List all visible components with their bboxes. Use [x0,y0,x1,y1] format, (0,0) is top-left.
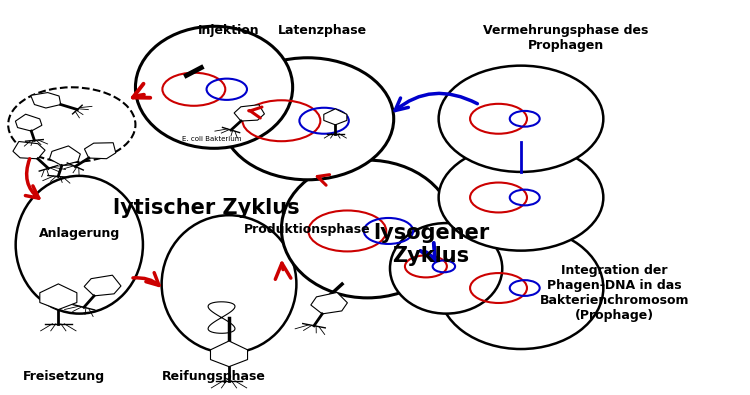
Polygon shape [234,105,265,121]
Ellipse shape [439,144,603,251]
Text: Injektion: Injektion [198,24,260,37]
Ellipse shape [162,215,296,353]
Polygon shape [50,146,80,166]
FancyArrowPatch shape [275,263,291,279]
Polygon shape [84,275,121,296]
FancyArrowPatch shape [133,84,150,98]
FancyArrowPatch shape [133,273,159,286]
Text: Integration der
Phagen-DNA in das
Bakterienchromosom
(Prophage): Integration der Phagen-DNA in das Bakter… [540,264,689,322]
Ellipse shape [16,176,143,314]
Polygon shape [16,114,42,131]
Text: Freisetzung: Freisetzung [23,370,106,383]
Text: Reifungsphase: Reifungsphase [162,370,266,383]
FancyArrowPatch shape [395,93,477,111]
Polygon shape [13,141,45,159]
FancyArrowPatch shape [26,159,39,198]
Polygon shape [310,292,347,314]
Polygon shape [40,284,76,310]
Text: Latenzphase: Latenzphase [278,24,368,37]
Ellipse shape [439,66,603,172]
FancyArrowPatch shape [317,175,329,185]
Text: Produktionsphase: Produktionsphase [244,223,371,236]
Polygon shape [31,92,61,108]
Text: E. coli Bakterium: E. coli Bakterium [182,137,242,143]
Ellipse shape [8,87,136,162]
Polygon shape [211,341,248,367]
Polygon shape [85,143,116,159]
Ellipse shape [281,160,454,298]
Text: lysogener
Zyklus: lysogener Zyklus [373,223,489,266]
Ellipse shape [439,227,603,349]
FancyArrowPatch shape [248,107,262,118]
Ellipse shape [221,58,394,180]
FancyArrowPatch shape [421,243,435,260]
Ellipse shape [390,223,502,314]
Polygon shape [324,109,346,125]
Text: Vermehrungsphase des
Prophagen: Vermehrungsphase des Prophagen [483,24,649,52]
Text: lytischer Zyklus: lytischer Zyklus [113,198,300,218]
Ellipse shape [136,26,292,148]
Text: Anlagerung: Anlagerung [39,227,120,240]
